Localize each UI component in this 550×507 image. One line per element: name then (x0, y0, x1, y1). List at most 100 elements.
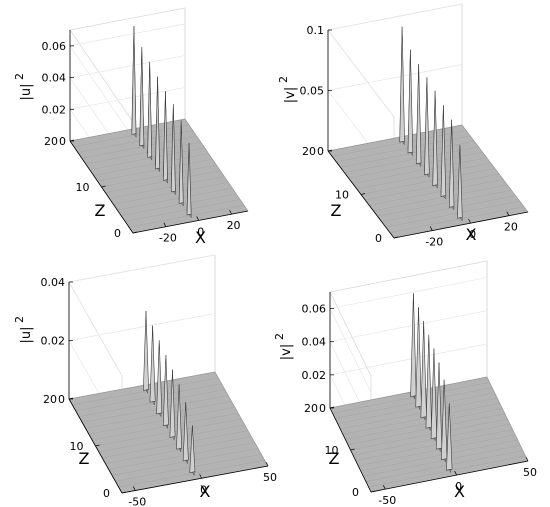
z-tick-mark (360, 193, 366, 195)
x-axis-label: X (466, 225, 477, 244)
x-tick-mark (199, 474, 202, 479)
peak (163, 91, 168, 181)
z-axis-label: Z (79, 449, 90, 468)
x-tick-mark (382, 485, 386, 490)
surface-mesh-line (363, 445, 521, 477)
z-tick-label: 10 (76, 181, 90, 194)
amp-tick-label: 0.02 (302, 369, 327, 382)
z-tick-mark (121, 491, 127, 494)
surface-mesh-line (81, 136, 197, 159)
surface-mesh-line (347, 413, 505, 445)
surface-mesh-line (360, 439, 518, 472)
x-tick-label: 0 (197, 225, 204, 238)
surface-mesh-line (336, 135, 471, 163)
peak (131, 26, 137, 135)
surface-mesh-line (340, 397, 498, 430)
amplitude-label-text: |v| (279, 344, 294, 360)
surface-mesh-line (78, 389, 225, 417)
z-tick-label: 10 (70, 440, 84, 453)
surface-mesh-line (108, 442, 255, 470)
surface-mesh-line (125, 199, 241, 222)
z-tick-label: 0 (352, 486, 359, 499)
z-tick-label: 20 (44, 135, 58, 148)
amp-tick-label: 0.06 (302, 303, 327, 316)
amplitude-axis-label: |v| 2 (273, 333, 294, 360)
surface-mesh-line (335, 387, 493, 419)
x-tick-mark (132, 486, 136, 491)
z-tick-label: 20 (43, 393, 57, 406)
x-tick-mark (454, 470, 457, 476)
surface-mesh-line (344, 146, 479, 173)
surface-mesh-line (115, 454, 262, 482)
x-tick-label: 20 (504, 221, 518, 234)
x-tick-label: 20 (227, 219, 241, 232)
x-axis-line (393, 211, 529, 239)
x-tick-label: 0 (469, 228, 476, 241)
surface-mesh-line (89, 147, 205, 170)
x-tick-label: 0 (455, 480, 462, 493)
surface-mesh-line (345, 408, 503, 440)
grid-line-z (69, 23, 186, 139)
x-tick-label: -20 (425, 236, 443, 249)
surface-mesh-line (360, 168, 496, 195)
surface-mesh-line (88, 407, 235, 435)
amp-tick-label: 0.04 (42, 72, 67, 85)
x-tick-mark (265, 461, 269, 467)
peak (457, 145, 463, 219)
x-tick-label: 50 (523, 466, 537, 479)
x-tick-mark (163, 222, 167, 227)
surface-mesh-line (365, 450, 523, 482)
surface-mesh-line (356, 162, 491, 190)
peak (176, 384, 183, 450)
surface-mesh-line (118, 459, 265, 488)
peak (399, 26, 405, 143)
peak (446, 403, 453, 471)
peak (182, 401, 189, 462)
amp-tick-label: 0.04 (41, 276, 66, 289)
z-tick-mark (95, 444, 100, 447)
amplitude-axis-label: |v| 2 (277, 76, 298, 103)
peak (432, 90, 438, 186)
amp-tick-label: 0.02 (41, 335, 66, 348)
surface-mesh-line (358, 434, 516, 466)
surface-mesh-line (112, 448, 259, 476)
amplitude-label-sup: 2 (277, 76, 290, 83)
surface-mesh-line (102, 430, 249, 458)
peak (415, 64, 422, 165)
surface-mesh-line (129, 205, 245, 228)
x-axis-line (121, 465, 269, 494)
amp-tick-label: 0.04 (302, 336, 327, 349)
z-tick-mark (132, 231, 138, 234)
surface-mesh-line (95, 418, 242, 447)
x-tick-label: 50 (263, 471, 277, 484)
surface-mesh-line (105, 436, 252, 464)
peak (170, 104, 176, 193)
surface-mesh-line (97, 159, 213, 182)
surface-mesh-line (113, 182, 229, 205)
z-tick-mark (350, 448, 355, 451)
z-tick-mark (370, 490, 376, 493)
amp-tick-label: 0 (59, 135, 66, 148)
z-tick-label: 10 (325, 444, 339, 457)
surface-mesh-line (117, 187, 233, 211)
x-tick-label: -20 (159, 232, 177, 245)
x-tick-mark (506, 211, 510, 216)
amp-tick-label: 0 (58, 393, 65, 406)
surface-mesh-line (365, 173, 500, 201)
surface-mesh-line (85, 401, 232, 429)
grid-line-z (329, 277, 488, 393)
peak (425, 334, 432, 429)
peak (143, 310, 149, 391)
peak (147, 61, 153, 158)
peak (156, 340, 163, 415)
amp-tick-label: 0 (317, 145, 324, 158)
z-tick-label: 0 (103, 487, 110, 500)
z-tick-label: 20 (304, 402, 318, 415)
surface-mesh-line (75, 383, 222, 411)
amp-tick-label: 0.1 (307, 24, 325, 37)
amplitude-label-text: |u| (19, 327, 34, 344)
